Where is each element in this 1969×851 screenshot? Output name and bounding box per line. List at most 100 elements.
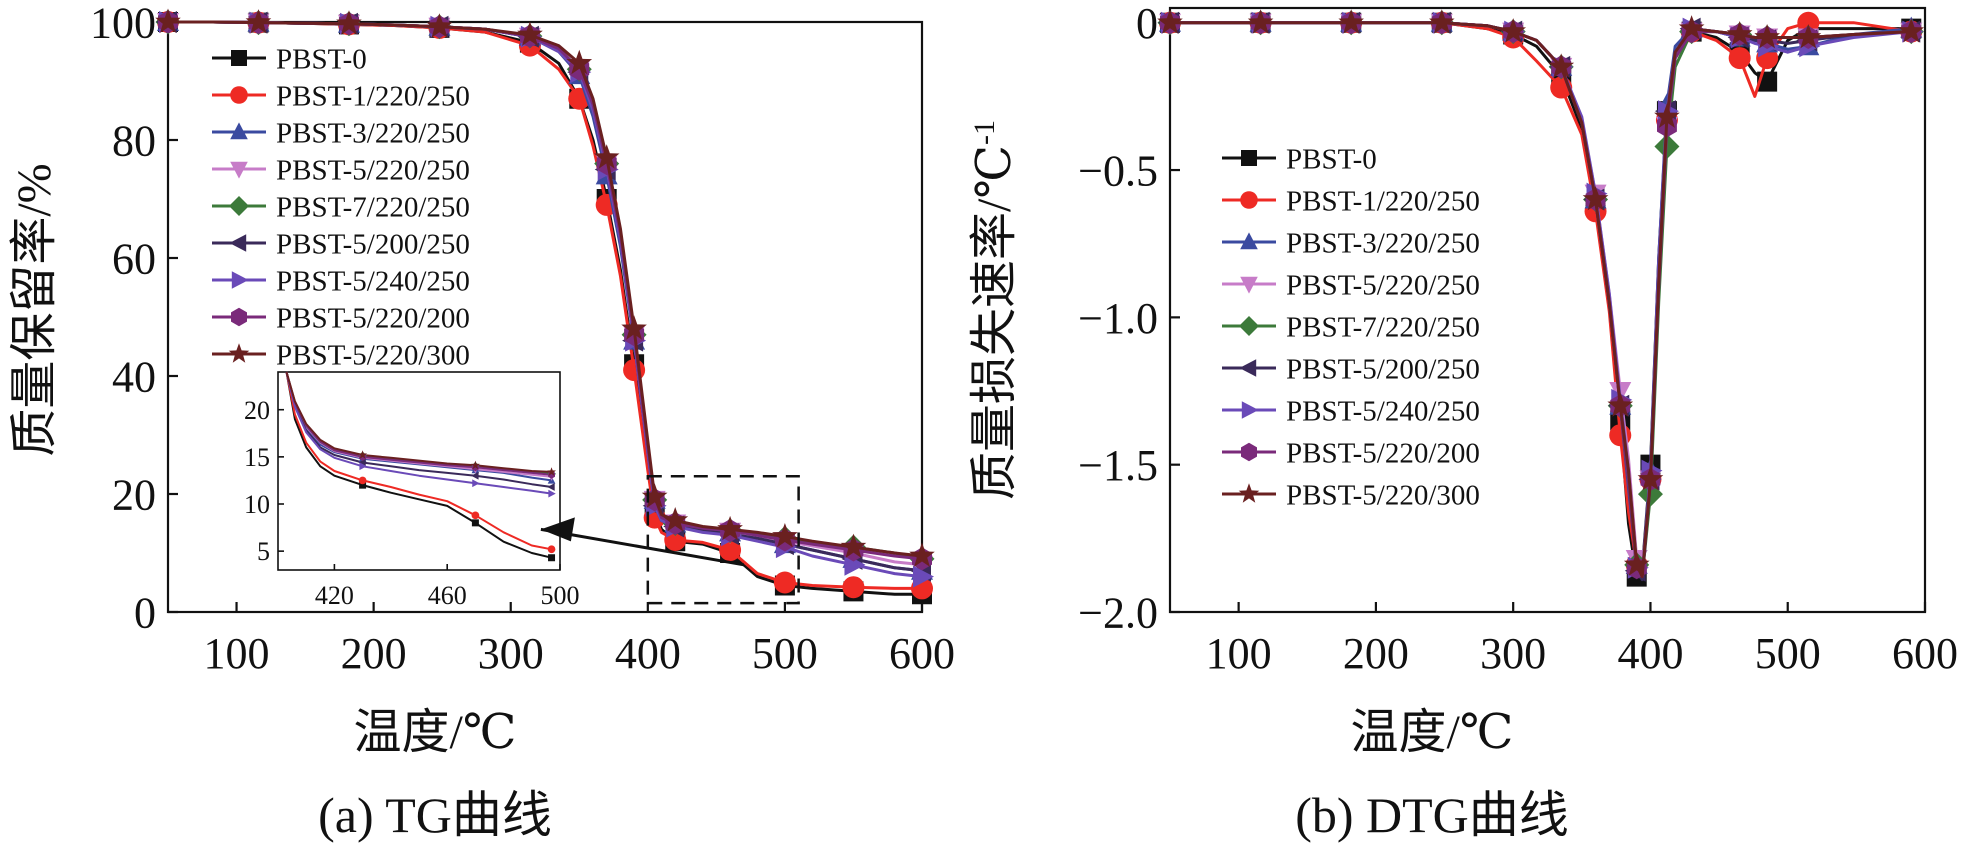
tg-zoom-arrow-shaft — [540, 527, 745, 567]
tg-point-pbst-5-220-300 — [155, 8, 181, 33]
tg-x-tick-label: 400 — [615, 629, 681, 678]
tg-x-tick-label: 600 — [889, 629, 955, 678]
dtg-series-line-pbst-5-220-300 — [1170, 21, 1912, 579]
tg-legend-label-pbst-7-220-250: PBST-7/220/250 — [276, 191, 470, 223]
tg-y-tick-label: 80 — [112, 116, 156, 165]
dtg-point-pbst-5-220-300 — [1429, 9, 1455, 34]
tg-point-pbst-5-220-300 — [245, 9, 272, 34]
tg-legend-marker-pbst-1-220-250 — [230, 86, 248, 104]
dtg-legend-label-pbst-7-220-250: PBST-7/220/250 — [1286, 311, 1480, 343]
dtg-point-pbst-5-220-300 — [1500, 18, 1526, 43]
dtg-legend-label-pbst-5-240-250: PBST-5/240/250 — [1286, 395, 1480, 427]
tg-inset-point-pbst-0 — [471, 519, 479, 527]
tg-legend-marker-pbst-5-240-250 — [231, 271, 249, 289]
dtg-y-tick-label: 0 — [1136, 0, 1158, 48]
tg-inset-point-pbst-5-240-250 — [548, 489, 556, 498]
dtg-y-tick-label: −1.5 — [1078, 441, 1158, 490]
tg-point-pbst-5-220-300 — [717, 515, 743, 541]
tg-x-tick-label: 100 — [204, 629, 270, 678]
tg-chart: 质量保留率/% 温度/℃ (a) TG曲线 100 200 300 400 500 600… — [8, 0, 955, 843]
tg-inset-point-pbst-5-200-250 — [358, 458, 366, 467]
tg-legend-marker-pbst-5-220-300 — [228, 343, 250, 363]
dtg-point-pbst-5-220-300 — [1754, 24, 1780, 49]
tg-inset-point-pbst-5-220-300 — [470, 460, 480, 470]
dtg-point-pbst-1-220-250 — [1797, 11, 1820, 34]
tg-point-pbst-5-220-300 — [566, 49, 593, 75]
tg-inset-series-line-pbst-0 — [285, 371, 552, 559]
dtg-series-line-pbst-7-220-250 — [1170, 21, 1912, 579]
dtg-y-axis-label-main: 质量损失速率/℃ — [968, 145, 1021, 500]
tg-inset-x-tick-label: 420 — [315, 581, 354, 610]
tg-x-tick-label: 200 — [341, 629, 407, 678]
tg-inset-point-pbst-0 — [548, 554, 556, 562]
tg-inset-point-pbst-5-220-300 — [547, 467, 556, 476]
tg-point-pbst-1-220-250 — [623, 359, 646, 382]
dtg-point-pbst-5-220-300 — [1637, 465, 1664, 491]
dtg-x-tick-label: 100 — [1206, 629, 1272, 678]
dtg-y-tick-label: −0.5 — [1078, 146, 1158, 195]
tg-plot-frame — [166, 20, 924, 614]
dtg-legend-label-pbst-5-220-200: PBST-5/220/200 — [1286, 437, 1480, 469]
tg-inset-point-pbst-5-200-250 — [547, 483, 555, 491]
dtg-legend-marker-pbst-5-220-250 — [1240, 276, 1258, 294]
tg-inset-y-tick-label: 20 — [244, 396, 270, 425]
tg-point-pbst-5-220-300 — [621, 315, 647, 340]
dtg-x-tick-label: 300 — [1480, 629, 1546, 678]
tg-x-axis-label: 温度/℃ — [353, 706, 516, 759]
tg-point-pbst-1-220-250 — [773, 571, 796, 594]
dtg-legend-marker-pbst-0 — [1241, 150, 1257, 166]
tg-point-pbst-5-240-250 — [913, 565, 934, 588]
tg-inset-point-pbst-1-220-250 — [471, 511, 480, 520]
tg-point-pbst-1-220-250 — [719, 539, 742, 562]
tg-legend-label-pbst-3-220-250: PBST-3/220/250 — [276, 117, 470, 149]
tg-point-pbst-5-220-300 — [772, 523, 798, 548]
tg-y-tick-label: 40 — [112, 352, 156, 401]
tg-inset-series-line-pbst-7-220-250 — [285, 371, 552, 475]
dtg-caption: (b) DTG曲线 — [1295, 787, 1569, 843]
tg-inset-point-pbst-5-200-250 — [471, 471, 479, 480]
tg-inset-point-pbst-5-220-300 — [358, 450, 368, 459]
dtg-legend-marker-pbst-1-220-250 — [1240, 191, 1258, 209]
tg-legend-marker-pbst-3-220-250 — [230, 122, 248, 140]
tg-inset-y-tick-label: 5 — [257, 537, 270, 566]
tg-point-pbst-1-220-250 — [842, 576, 865, 599]
tg-inset-series-line-pbst-5-220-300 — [285, 371, 552, 473]
tg-legend-marker-pbst-5-220-200 — [231, 307, 247, 327]
dtg-x-tick-label: 600 — [1892, 629, 1958, 678]
tg-inset-series-line-pbst-5-240-250 — [285, 371, 552, 495]
tg-zoom-arrow-head — [540, 517, 575, 542]
tg-legend-label-pbst-5-220-300: PBST-5/220/300 — [276, 339, 470, 371]
dtg-point-pbst-5-220-300 — [1607, 392, 1634, 417]
dtg-legend-marker-pbst-5-200-250 — [1239, 359, 1257, 377]
tg-inset-plot-frame — [277, 371, 561, 571]
dtg-point-pbst-5-220-300 — [1623, 551, 1650, 576]
tg-inset-point-pbst-1-220-250 — [358, 476, 367, 485]
dtg-y-axis-label-exponent: -1 — [968, 120, 1001, 145]
tg-inset-point-pbst-1-220-250 — [547, 545, 556, 554]
dtg-x-tick-label: 500 — [1755, 629, 1821, 678]
dtg-series-line-pbst-0 — [1170, 21, 1912, 579]
dtg-legend-label-pbst-3-220-250: PBST-3/220/250 — [1286, 227, 1480, 259]
tg-point-pbst-5-220-300 — [517, 21, 543, 46]
dtg-legend-label-pbst-5-220-300: PBST-5/220/300 — [1286, 479, 1480, 511]
tg-legend-label-pbst-1-220-250: PBST-1/220/250 — [276, 80, 470, 112]
dtg-point-pbst-5-220-300 — [1654, 103, 1680, 128]
tg-point-pbst-5-220-300 — [909, 542, 935, 567]
dtg-y-axis-label: 质量损失速率/℃-1 — [968, 120, 1021, 500]
tg-caption: (a) TG曲线 — [318, 787, 552, 843]
dtg-legend-label-pbst-5-200-250: PBST-5/200/250 — [1286, 353, 1480, 385]
tg-point-pbst-5-220-300 — [840, 533, 867, 558]
dtg-x-tick-label: 400 — [1617, 629, 1683, 678]
dtg-chart: 质量损失速率/℃-1 温度/℃ (b) DTG曲线 100 200 300 400 50… — [968, 0, 1958, 843]
dtg-x-tick-label: 200 — [1343, 629, 1409, 678]
dtg-point-pbst-1-220-250 — [1728, 47, 1751, 70]
tg-x-tick-label: 300 — [478, 629, 544, 678]
tg-inset-x-tick-label: 500 — [541, 581, 580, 610]
tg-legend-marker-pbst-5-200-250 — [229, 234, 247, 252]
dtg-series-line-pbst-5-200-250 — [1170, 21, 1912, 582]
tg-x-tick-label: 500 — [752, 629, 818, 678]
tg-legend-label-pbst-5-220-250: PBST-5/220/250 — [276, 154, 470, 186]
dtg-legend-marker-pbst-3-220-250 — [1240, 232, 1258, 250]
tg-point-pbst-5-220-300 — [662, 507, 689, 532]
